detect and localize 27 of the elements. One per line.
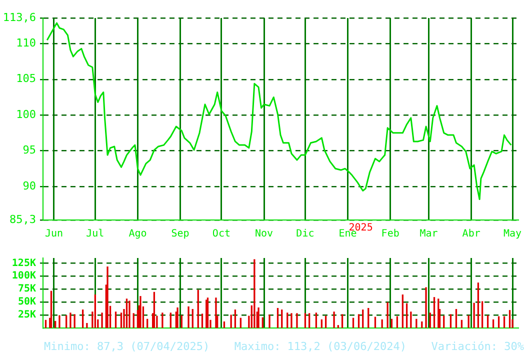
y-tick-label: 90 — [22, 179, 36, 192]
y-tick-label: 95 — [22, 144, 36, 157]
y-tick-label: 113,6 — [2, 10, 36, 24]
x-tick-label: Abr — [462, 228, 480, 240]
text: Minimo: 87,3 (07/04/2025) — [44, 340, 210, 353]
y-tick-label: 125K — [12, 258, 36, 269]
y-tick-label: 100K — [12, 270, 36, 282]
y-tick-label: 110 — [16, 36, 36, 50]
x-tick-label: Nov — [254, 228, 274, 240]
x-tick-label: Ene — [338, 228, 357, 240]
text: Maximo: 113,2 (03/06/2024) — [234, 340, 407, 353]
y-tick-label: 75K — [18, 284, 36, 295]
x-tick-label: Jun — [44, 228, 64, 240]
x-tick-label: Ago — [128, 228, 147, 240]
x-tick-label: Oct — [212, 228, 230, 240]
x-tick-label: Feb — [381, 228, 400, 240]
y-tick-label: 25K — [18, 310, 36, 321]
y-tick-label: 105 — [16, 72, 36, 86]
y-tick-label: 100 — [16, 108, 36, 121]
x-tick-label: May — [503, 228, 522, 240]
y-tick-label: 50K — [18, 296, 36, 308]
text: Variación: 30% — [431, 340, 524, 353]
x-tick-label: Sep — [171, 228, 190, 240]
x-tick-label: Mar — [420, 228, 438, 240]
x-tick-label: Dic — [296, 228, 314, 240]
x-tick-label: Jul — [86, 228, 104, 240]
y-tick-label: 85,3 — [10, 212, 36, 226]
